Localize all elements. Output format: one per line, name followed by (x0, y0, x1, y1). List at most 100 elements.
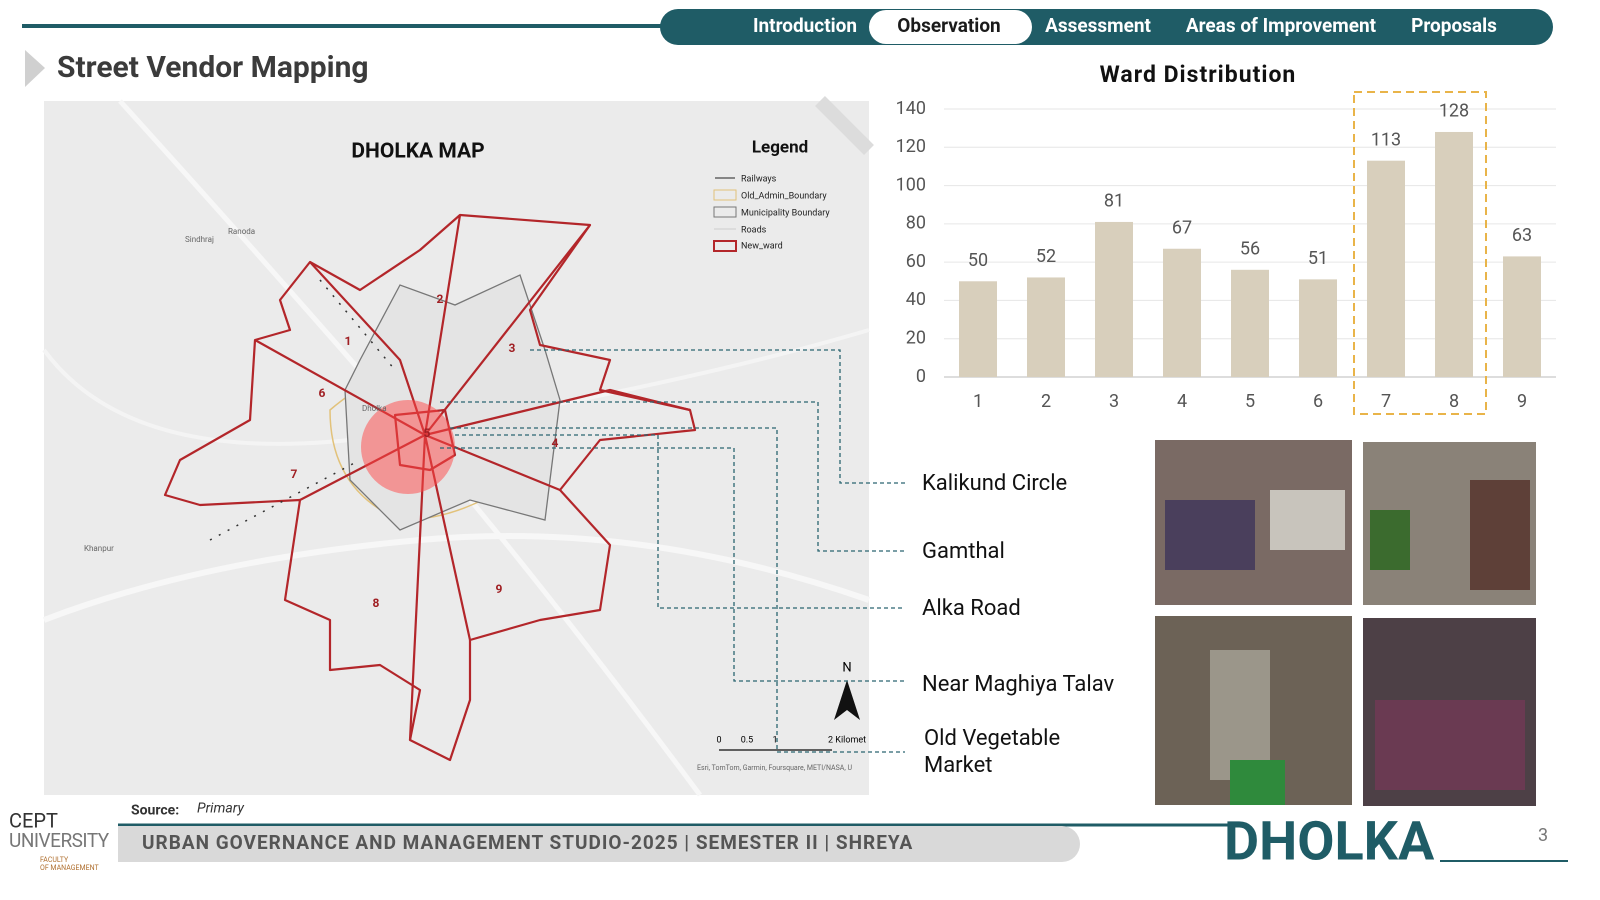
bar (1231, 269, 1269, 377)
x-tick-label: 9 (1517, 391, 1527, 412)
attribution: Esri, TomTom, Garmin, Foursquare, METI/N… (697, 764, 852, 772)
ward-label: 7 (291, 467, 298, 481)
source-label: Source: (131, 803, 179, 819)
legend-label: Railways (741, 174, 777, 184)
leader-line (455, 434, 905, 609)
legend-swatch (713, 206, 737, 218)
nav-item[interactable]: Introduction (753, 14, 857, 37)
place-label: Sindhraj (185, 235, 214, 244)
value-label: 56 (1240, 239, 1260, 260)
page-number: 3 (1538, 825, 1548, 846)
legend-label: Roads (741, 225, 767, 235)
north-label: N (842, 660, 851, 675)
bar (1367, 160, 1405, 377)
value-label: 113 (1371, 129, 1401, 150)
bar (1163, 248, 1201, 377)
highlight-box (1353, 91, 1487, 415)
scale-label: 0 (716, 735, 721, 745)
scale-label: 1 (772, 735, 777, 745)
x-tick-label: 4 (1177, 391, 1187, 412)
ward-label: 3 (509, 341, 516, 355)
value-label: 81 (1104, 191, 1124, 212)
x-tick-label: 5 (1245, 391, 1255, 412)
leader-line (450, 427, 905, 753)
logo-text: UNIVERSITY (9, 829, 110, 852)
bar (959, 281, 997, 377)
ward-boundary (254, 214, 691, 741)
logo-text: CEPT (9, 808, 58, 832)
photo-detail (1375, 700, 1525, 790)
nav-active (869, 10, 1032, 44)
place-label: Dholka (362, 404, 387, 413)
photo-detail (1270, 490, 1345, 550)
y-tick-label: 60 (906, 251, 926, 272)
nav-item[interactable]: Observation (897, 14, 1000, 37)
bar (1435, 131, 1473, 377)
leader-line (530, 349, 905, 484)
legend-swatch (713, 189, 737, 201)
bar (1095, 221, 1133, 377)
logo-text: OF MANAGEMENT (40, 864, 99, 872)
legend-label: Old_Admin_Boundary (741, 191, 827, 201)
y-tick-label: 80 (906, 213, 926, 234)
photo-detail (1230, 760, 1285, 805)
y-tick-label: 120 (896, 136, 926, 157)
place-label: Khanpur (84, 544, 114, 553)
nav-item[interactable]: Assessment (1045, 14, 1151, 37)
ward-label: 6 (319, 386, 326, 400)
leader-line (440, 401, 905, 552)
value-label: 67 (1172, 217, 1192, 238)
nav-item[interactable]: Areas of Improvement (1186, 14, 1377, 37)
footer-studio: URBAN GOVERNANCE AND MANAGEMENT STUDIO-2… (142, 831, 913, 854)
railway (209, 279, 396, 541)
x-tick-label: 8 (1449, 391, 1459, 412)
ward-label: 1 (345, 334, 352, 348)
ward-label: 5 (424, 426, 431, 440)
footer-brand: DHOLKA (1224, 810, 1435, 873)
location-label: Kalikund Circle (922, 471, 1067, 496)
nav-item[interactable]: Proposals (1411, 14, 1497, 37)
legend-label: New_ward (741, 241, 783, 251)
photo-detail (1165, 500, 1255, 570)
legend-title: Legend (752, 137, 808, 157)
x-tick-label: 3 (1109, 391, 1119, 412)
value-label: 51 (1308, 248, 1328, 269)
footer-band (118, 826, 1080, 862)
bar (1503, 256, 1541, 377)
x-tick-label: 7 (1381, 391, 1391, 412)
y-tick-label: 0 (916, 366, 926, 387)
ward-boundary (163, 213, 697, 762)
north-arrow (834, 680, 860, 720)
y-tick-label: 40 (906, 289, 926, 310)
y-tick-label: 100 (896, 174, 926, 195)
photo-detail (1370, 510, 1410, 570)
legend-label: Municipality Boundary (741, 208, 830, 218)
river (815, 96, 874, 155)
photo-detail (1210, 650, 1270, 780)
legend-swatch (713, 240, 737, 252)
value-label: 50 (968, 250, 988, 271)
value-label: 63 (1512, 225, 1532, 246)
ward-label: 9 (496, 582, 503, 596)
bar (1027, 277, 1065, 377)
y-tick-label: 20 (906, 327, 926, 348)
title-marker (25, 50, 45, 87)
x-tick-label: 2 (1041, 391, 1051, 412)
place-label: Ranoda (228, 227, 255, 236)
scale-label: 2 Kilomet (828, 735, 866, 745)
y-tick-label: 140 (896, 98, 926, 119)
x-tick-label: 6 (1313, 391, 1323, 412)
photo-detail (1470, 480, 1530, 590)
chart-title: Ward Distribution (1100, 61, 1297, 88)
leader-line (440, 447, 905, 682)
location-label: Gamthal (922, 539, 1005, 564)
location-label: Alka Road (922, 596, 1021, 621)
value-label: 128 (1439, 101, 1469, 122)
x-tick-label: 1 (973, 391, 983, 412)
location-label: Old Vegetable (924, 726, 1060, 751)
scale-label: 0.5 (741, 735, 754, 745)
location-label: Near Maghiya Talav (922, 672, 1115, 697)
logo-text: FACULTY (40, 856, 69, 864)
location-label: Market (924, 753, 992, 778)
value-label: 52 (1036, 246, 1056, 267)
